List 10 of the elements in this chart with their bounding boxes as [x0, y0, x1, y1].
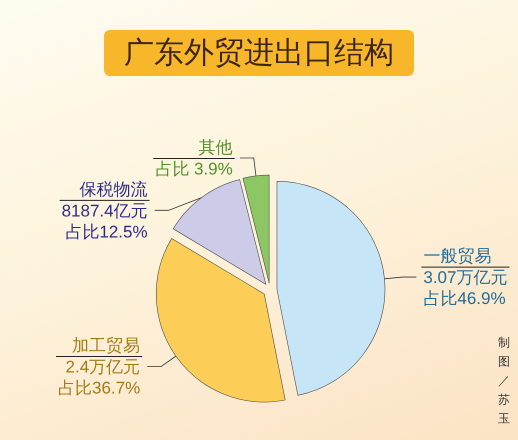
data-label: 占比 3.9% — [155, 159, 233, 178]
slice-label: 其他 — [198, 138, 233, 157]
data-label: 8187.4亿元占比12.5% — [62, 201, 148, 242]
slice-label: 加工贸易 — [72, 336, 140, 355]
chart-title: 广东外贸进出口结构 — [124, 36, 394, 70]
text: 制图／苏玉 — [498, 336, 510, 426]
data-label: 3.07万亿元占比46.9% — [423, 268, 508, 308]
data-label: 2.4万亿元占比36.7% — [58, 357, 140, 398]
slice-label: 保税物流 — [80, 180, 148, 199]
slice-label: 一般贸易 — [423, 246, 492, 266]
